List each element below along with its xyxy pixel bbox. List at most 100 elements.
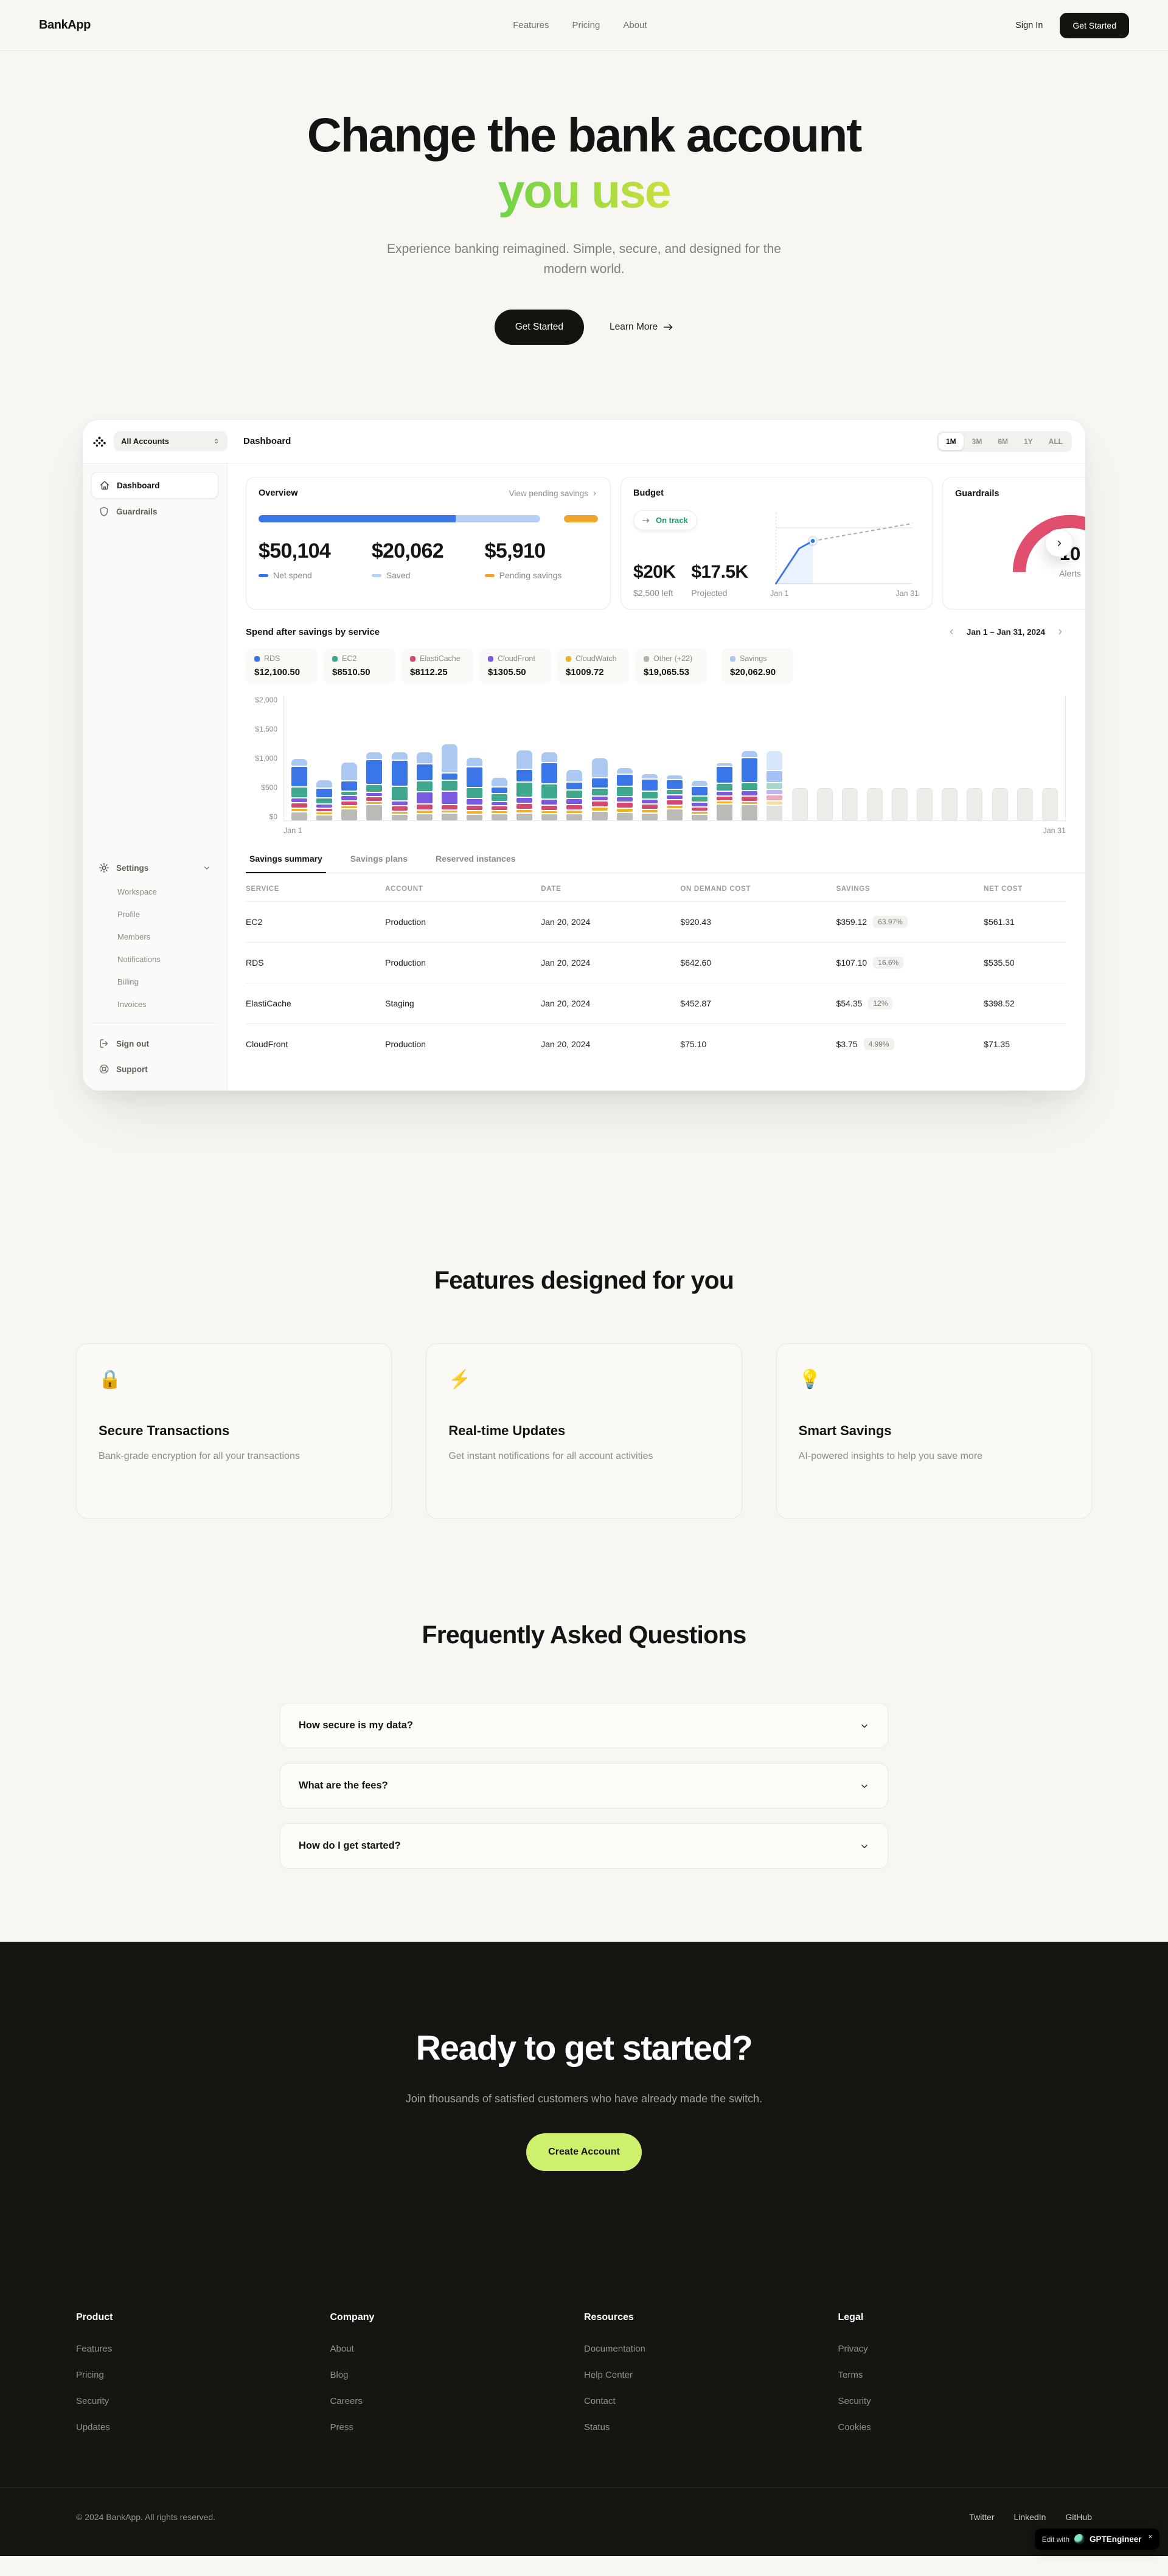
- table-row-rds[interactable]: RDS Production Jan 20, 2024 $642.60 $107.10 1…: [246, 942, 1066, 983]
- legend-chip-other-22[interactable]: Other (+22) $19,065.53: [635, 648, 707, 684]
- sidebar-item-guardrails[interactable]: Guardrails: [91, 499, 218, 524]
- spend-bar-day-3[interactable]: [341, 763, 358, 821]
- sidebar-subitem-invoices[interactable]: Invoices: [117, 1000, 147, 1009]
- sidebar-subitem-profile[interactable]: Profile: [117, 910, 140, 919]
- spend-bar-day-4[interactable]: [366, 752, 383, 821]
- legend-chip-ec2[interactable]: EC2 $8510.50: [324, 648, 395, 684]
- spend-bar-day-11[interactable]: [541, 752, 558, 821]
- spend-bar-day-19[interactable]: [742, 751, 758, 821]
- footer-link-resources-help-center[interactable]: Help Center: [584, 2370, 633, 2381]
- footer-link-legal-security[interactable]: Security: [838, 2396, 871, 2407]
- bar-segment-savings: [566, 770, 583, 782]
- spend-bar-day-9[interactable]: [492, 778, 507, 821]
- sidebar-subitem-workspace[interactable]: Workspace: [117, 887, 157, 897]
- faq-item-how-secure-is-my-data[interactable]: How secure is my data?: [280, 1703, 888, 1749]
- range-all[interactable]: ALL: [1041, 433, 1070, 450]
- tab-savings-plans[interactable]: Savings plans: [347, 853, 411, 873]
- table-row-elasticache[interactable]: ElastiCache Staging Jan 20, 2024 $452.87 $54…: [246, 983, 1066, 1024]
- footer-link-company-blog[interactable]: Blog: [330, 2370, 349, 2381]
- footer-link-resources-contact[interactable]: Contact: [584, 2396, 616, 2407]
- account-select[interactable]: All Accounts: [114, 431, 228, 452]
- sidebar-subitem-notifications[interactable]: Notifications: [117, 955, 161, 964]
- footer-link-company-careers[interactable]: Careers: [330, 2396, 363, 2407]
- bar-segment-savings: [717, 763, 733, 766]
- footer-link-resources-documentation[interactable]: Documentation: [584, 2344, 645, 2355]
- legend-chip-cloudwatch[interactable]: CloudWatch $1009.72: [557, 648, 629, 684]
- footer-link-company-about[interactable]: About: [330, 2344, 354, 2355]
- table-row-cloudfront[interactable]: CloudFront Production Jan 20, 2024 $75.10 $3…: [246, 1023, 1066, 1065]
- footer-link-product-features[interactable]: Features: [76, 2344, 113, 2355]
- spend-bar-day-1[interactable]: [291, 759, 307, 821]
- gpt-engineer-logo-icon: [1074, 2534, 1085, 2545]
- legend-chip-elasticache[interactable]: ElastiCache $8112.25: [401, 648, 473, 684]
- footer-link-legal-cookies[interactable]: Cookies: [838, 2422, 871, 2433]
- legend-chip-cloudfront[interactable]: CloudFront $1305.50: [479, 648, 551, 684]
- nav-link-pricing[interactable]: Pricing: [572, 20, 600, 30]
- spend-bar-day-16[interactable]: [666, 775, 683, 821]
- spend-bar-day-14[interactable]: [616, 768, 633, 821]
- spend-bar-day-5[interactable]: [391, 752, 408, 821]
- footer-link-resources-status[interactable]: Status: [584, 2422, 610, 2433]
- social-link-github[interactable]: GitHub: [1065, 2512, 1092, 2522]
- spend-bar-day-18[interactable]: [717, 763, 733, 821]
- faq-question: What are the fees?: [299, 1780, 388, 1792]
- footer-link-legal-privacy[interactable]: Privacy: [838, 2344, 868, 2355]
- spend-bar-day-2[interactable]: [316, 780, 333, 821]
- stat-label: Pending savings: [484, 570, 598, 580]
- spend-bar-day-12[interactable]: [566, 770, 583, 821]
- legend-chip-savings[interactable]: Savings $20,062.90: [721, 648, 793, 684]
- nav-link-about[interactable]: About: [623, 20, 647, 30]
- footer-link-legal-terms[interactable]: Terms: [838, 2370, 863, 2381]
- brand-logo[interactable]: BankApp: [39, 18, 91, 32]
- prev-period-button[interactable]: [946, 626, 957, 637]
- hero-get-started-button[interactable]: Get Started: [494, 310, 584, 345]
- spend-bar-day-13[interactable]: [591, 758, 608, 821]
- spend-bar-day-8[interactable]: [466, 758, 482, 821]
- range-3m[interactable]: 3M: [965, 433, 990, 450]
- footer-link-product-pricing[interactable]: Pricing: [76, 2370, 104, 2381]
- social-link-twitter[interactable]: Twitter: [969, 2512, 995, 2522]
- spend-bar-day-7[interactable]: [441, 744, 457, 821]
- bar-segment-rds: [316, 789, 333, 798]
- learn-more-link[interactable]: Learn More: [610, 322, 673, 333]
- bar-segment-savings: [291, 759, 307, 766]
- sidebar-item-settings[interactable]: Settings: [91, 855, 218, 881]
- tab-savings-summary[interactable]: Savings summary: [246, 853, 326, 874]
- sidebar-item-dashboard[interactable]: Dashboard: [91, 472, 218, 499]
- get-started-button[interactable]: Get Started: [1060, 12, 1129, 38]
- cards-next-button[interactable]: [1045, 529, 1073, 558]
- legend-color-dot-icon: [254, 656, 260, 662]
- table-row-ec2[interactable]: EC2 Production Jan 20, 2024 $920.43 $359.12 6…: [246, 901, 1066, 943]
- features-heading: Features designed for you: [434, 1266, 734, 1295]
- badge-close-icon[interactable]: ×: [1148, 2533, 1152, 2541]
- footer-link-product-security[interactable]: Security: [76, 2396, 109, 2407]
- spend-bar-day-15[interactable]: [641, 774, 658, 821]
- stat-value: $20,062: [371, 539, 444, 563]
- sign-in-link[interactable]: Sign In: [1015, 20, 1043, 30]
- footer-link-company-press[interactable]: Press: [330, 2422, 353, 2433]
- tab-reserved-instances[interactable]: Reserved instances: [432, 853, 520, 873]
- sidebar-item-sign-out[interactable]: Sign out: [91, 1031, 218, 1056]
- spend-bar-day-6[interactable]: [416, 752, 433, 821]
- sidebar-item-support[interactable]: Support: [91, 1056, 218, 1082]
- legend-chip-rds[interactable]: RDS $12,100.50: [246, 648, 318, 684]
- faq-item-how-do-i-get-started[interactable]: How do I get started?: [280, 1823, 888, 1869]
- faq-item-what-are-the-fees[interactable]: What are the fees?: [280, 1763, 888, 1809]
- spend-bar-day-10[interactable]: [516, 750, 533, 821]
- range-1y[interactable]: 1Y: [1017, 433, 1040, 450]
- bar-segment-ec2: [717, 784, 733, 791]
- footer-link-product-updates[interactable]: Updates: [76, 2422, 110, 2433]
- view-pending-savings-link[interactable]: View pending savings: [509, 489, 598, 498]
- sidebar-subitem-billing[interactable]: Billing: [117, 977, 139, 987]
- next-period-button[interactable]: [1055, 626, 1066, 637]
- spend-bar-day-20[interactable]: [766, 751, 783, 821]
- hero-subtitle: Experience banking reimagined. Simple, s…: [387, 242, 781, 276]
- range-1m[interactable]: 1M: [938, 432, 964, 450]
- social-link-linkedin[interactable]: LinkedIn: [1013, 2512, 1046, 2522]
- nav-link-features[interactable]: Features: [513, 20, 549, 30]
- create-account-button[interactable]: Create Account: [526, 2133, 642, 2172]
- gpt-engineer-badge[interactable]: Edit with GPTEngineer ×: [1034, 2529, 1159, 2550]
- spend-bar-day-17[interactable]: [692, 781, 707, 821]
- sidebar-subitem-members[interactable]: Members: [117, 932, 151, 942]
- range-6m[interactable]: 6M: [990, 433, 1015, 450]
